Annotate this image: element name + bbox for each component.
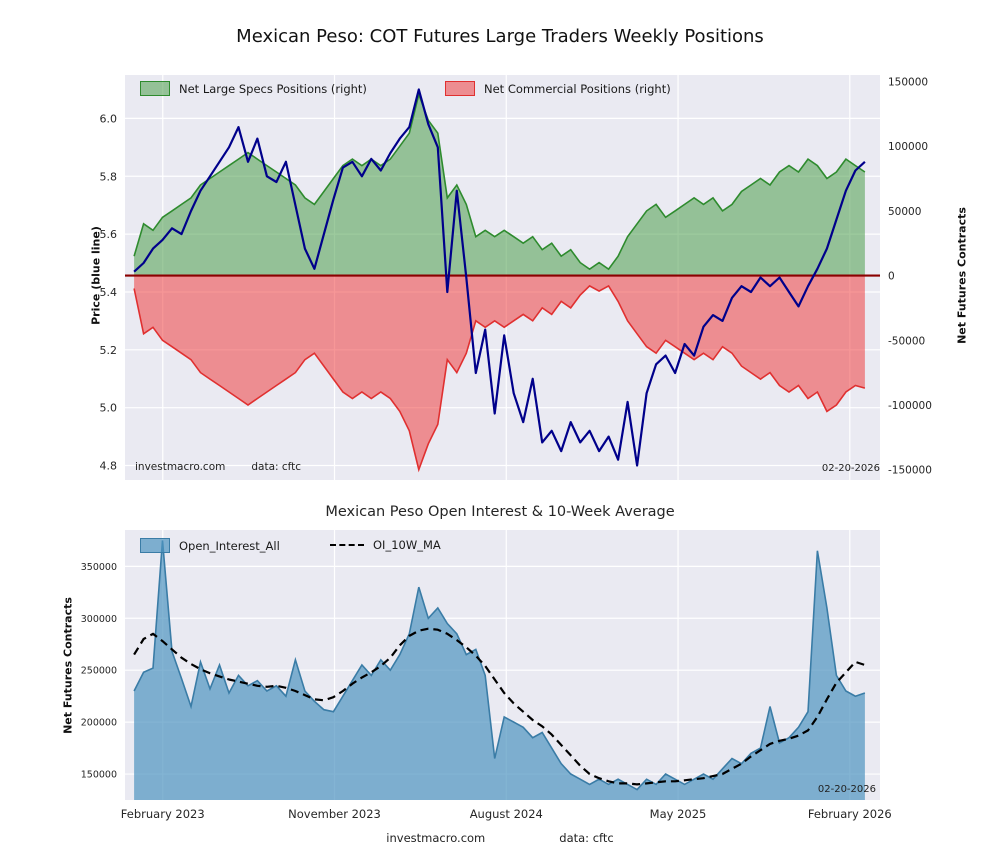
svg-text:5.4: 5.4 (100, 286, 118, 299)
cot-positions-chart: 4.8 5.0 5.2 5.4 5.6 5.8 6.0 150000 100000 50000 0 -… (100, 75, 932, 480)
top-left-tick-labels: 4.8 5.0 5.2 5.4 5.6 5.8 6.0 (100, 112, 118, 472)
commercials-area (134, 275, 865, 470)
page-title: Mexican Peso: COT Futures Large Traders … (236, 26, 764, 47)
dashed-line-swatch (330, 544, 364, 546)
open-interest-chart-title: Mexican Peso Open Interest & 10-Week Ave… (325, 504, 675, 520)
svg-text:5.6: 5.6 (100, 228, 118, 241)
svg-text:5.2: 5.2 (100, 344, 118, 357)
svg-text:-50000: -50000 (888, 335, 925, 347)
svg-text:150000: 150000 (888, 76, 928, 88)
open-interest-area (134, 540, 865, 800)
top-watermark: investmacro.com data: cftc (135, 461, 301, 473)
watermark-site: investmacro.com (135, 461, 226, 473)
top-date-label: 02-20-2026 (821, 463, 880, 474)
commercials-swatch (445, 81, 475, 96)
svg-text:November 2023: November 2023 (288, 807, 381, 821)
bottom-left-tick-labels: 150000 200000 250000 300000 350000 (81, 562, 117, 781)
large-specs-area (134, 94, 865, 276)
bottom-x-tick-labels: February 2023 November 2023 August 2024 May… (121, 807, 892, 821)
top-left-axis-label: Price (blue line) (89, 226, 103, 325)
open-interest-chart: 150000 200000 250000 300000 350000 February 2… (81, 530, 892, 821)
svg-text:6.0: 6.0 (100, 112, 118, 125)
large-specs-swatch (140, 81, 170, 96)
svg-text:50000: 50000 (888, 206, 921, 218)
footer-source: data: cftc (559, 831, 614, 845)
top-right-axis-label: Net Futures Contracts (955, 207, 969, 344)
commercials-legend-label: Net Commercial Positions (right) (484, 81, 671, 96)
svg-text:August 2024: August 2024 (470, 807, 543, 821)
svg-text:100000: 100000 (888, 141, 928, 153)
legend-item-oi-ma: OI_10W_MA (330, 538, 441, 552)
large-specs-edge-line (133, 91, 866, 271)
price-line (133, 88, 866, 467)
svg-text:-150000: -150000 (888, 465, 932, 477)
open-interest-legend-label: Open_Interest_All (179, 538, 280, 553)
svg-text:-100000: -100000 (888, 400, 932, 412)
large-specs-legend-label: Net Large Specs Positions (right) (179, 81, 367, 96)
svg-text:250000: 250000 (81, 666, 117, 677)
watermark-source: data: cftc (251, 461, 302, 473)
svg-text:5.8: 5.8 (100, 170, 118, 183)
page-footer: investmacro.com data: cftc (0, 831, 1000, 845)
commercials-edge-line (133, 284, 866, 473)
oi-ma-legend-label: OI_10W_MA (373, 538, 441, 552)
open-interest-swatch (140, 538, 170, 553)
svg-text:February 2023: February 2023 (121, 807, 205, 821)
footer-site: investmacro.com (386, 831, 486, 845)
svg-text:350000: 350000 (81, 562, 117, 573)
svg-text:February 2026: February 2026 (808, 807, 892, 821)
svg-text:4.8: 4.8 (100, 460, 118, 473)
open-interest-edge-line (133, 540, 866, 791)
svg-text:150000: 150000 (81, 770, 117, 781)
bottom-date-label: 02-20-2026 (817, 784, 876, 795)
legend-item-commercials: Net Commercial Positions (right) (445, 81, 671, 96)
top-right-tick-labels: 150000 100000 50000 0 -50000 -100000 -150000 (888, 76, 932, 476)
legend-item-large-specs: Net Large Specs Positions (right) (140, 81, 367, 96)
svg-text:300000: 300000 (81, 614, 117, 625)
legend-item-open-interest: Open_Interest_All (140, 538, 280, 553)
svg-text:0: 0 (888, 271, 895, 283)
svg-text:200000: 200000 (81, 718, 117, 729)
bottom-left-axis-label: Net Futures Contracts (61, 597, 75, 734)
svg-text:5.0: 5.0 (100, 402, 118, 415)
svg-text:May 2025: May 2025 (650, 807, 707, 821)
oi-ma-line (133, 627, 866, 786)
